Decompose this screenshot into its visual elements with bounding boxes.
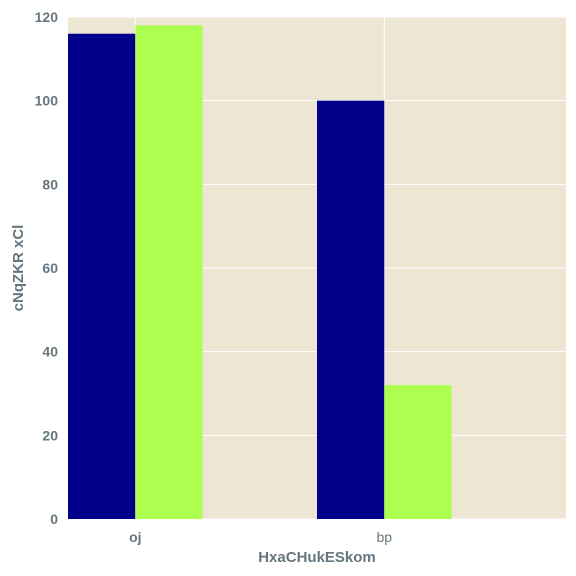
x-tick-label: oj xyxy=(129,529,141,545)
y-tick-label: 40 xyxy=(42,344,58,360)
y-tick-label: 120 xyxy=(35,9,59,25)
bars xyxy=(68,25,452,520)
bar-bp-series-1 xyxy=(317,100,385,520)
y-tick-labels: 0 20 40 60 80 100 120 xyxy=(35,9,59,527)
y-tick-label: 60 xyxy=(42,260,58,276)
y-tick-label: 100 xyxy=(35,93,59,109)
bar-oj-series-1 xyxy=(68,33,136,519)
y-axis-title: cNqZKR xCl xyxy=(10,225,27,312)
y-tick-label: 20 xyxy=(42,427,58,443)
bar-oj-series-2 xyxy=(135,25,203,519)
x-tick-label: bp xyxy=(377,529,393,545)
x-tick-labels: oj bp xyxy=(129,529,392,545)
bar-bp-series-2 xyxy=(384,385,452,519)
x-axis-title: HxaCHukESkom xyxy=(258,549,376,566)
y-tick-label: 80 xyxy=(42,176,58,192)
y-tick-label: 0 xyxy=(50,511,58,527)
